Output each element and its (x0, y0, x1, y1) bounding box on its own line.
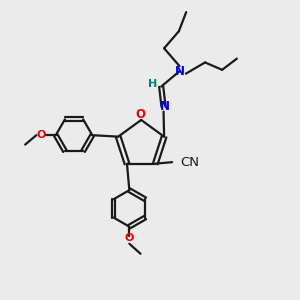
Text: O: O (36, 130, 46, 140)
Text: N: N (175, 65, 185, 78)
Text: CN: CN (180, 156, 200, 169)
Text: N: N (159, 100, 170, 113)
Text: O: O (135, 108, 145, 121)
Text: H: H (148, 79, 158, 89)
Text: O: O (124, 233, 134, 243)
